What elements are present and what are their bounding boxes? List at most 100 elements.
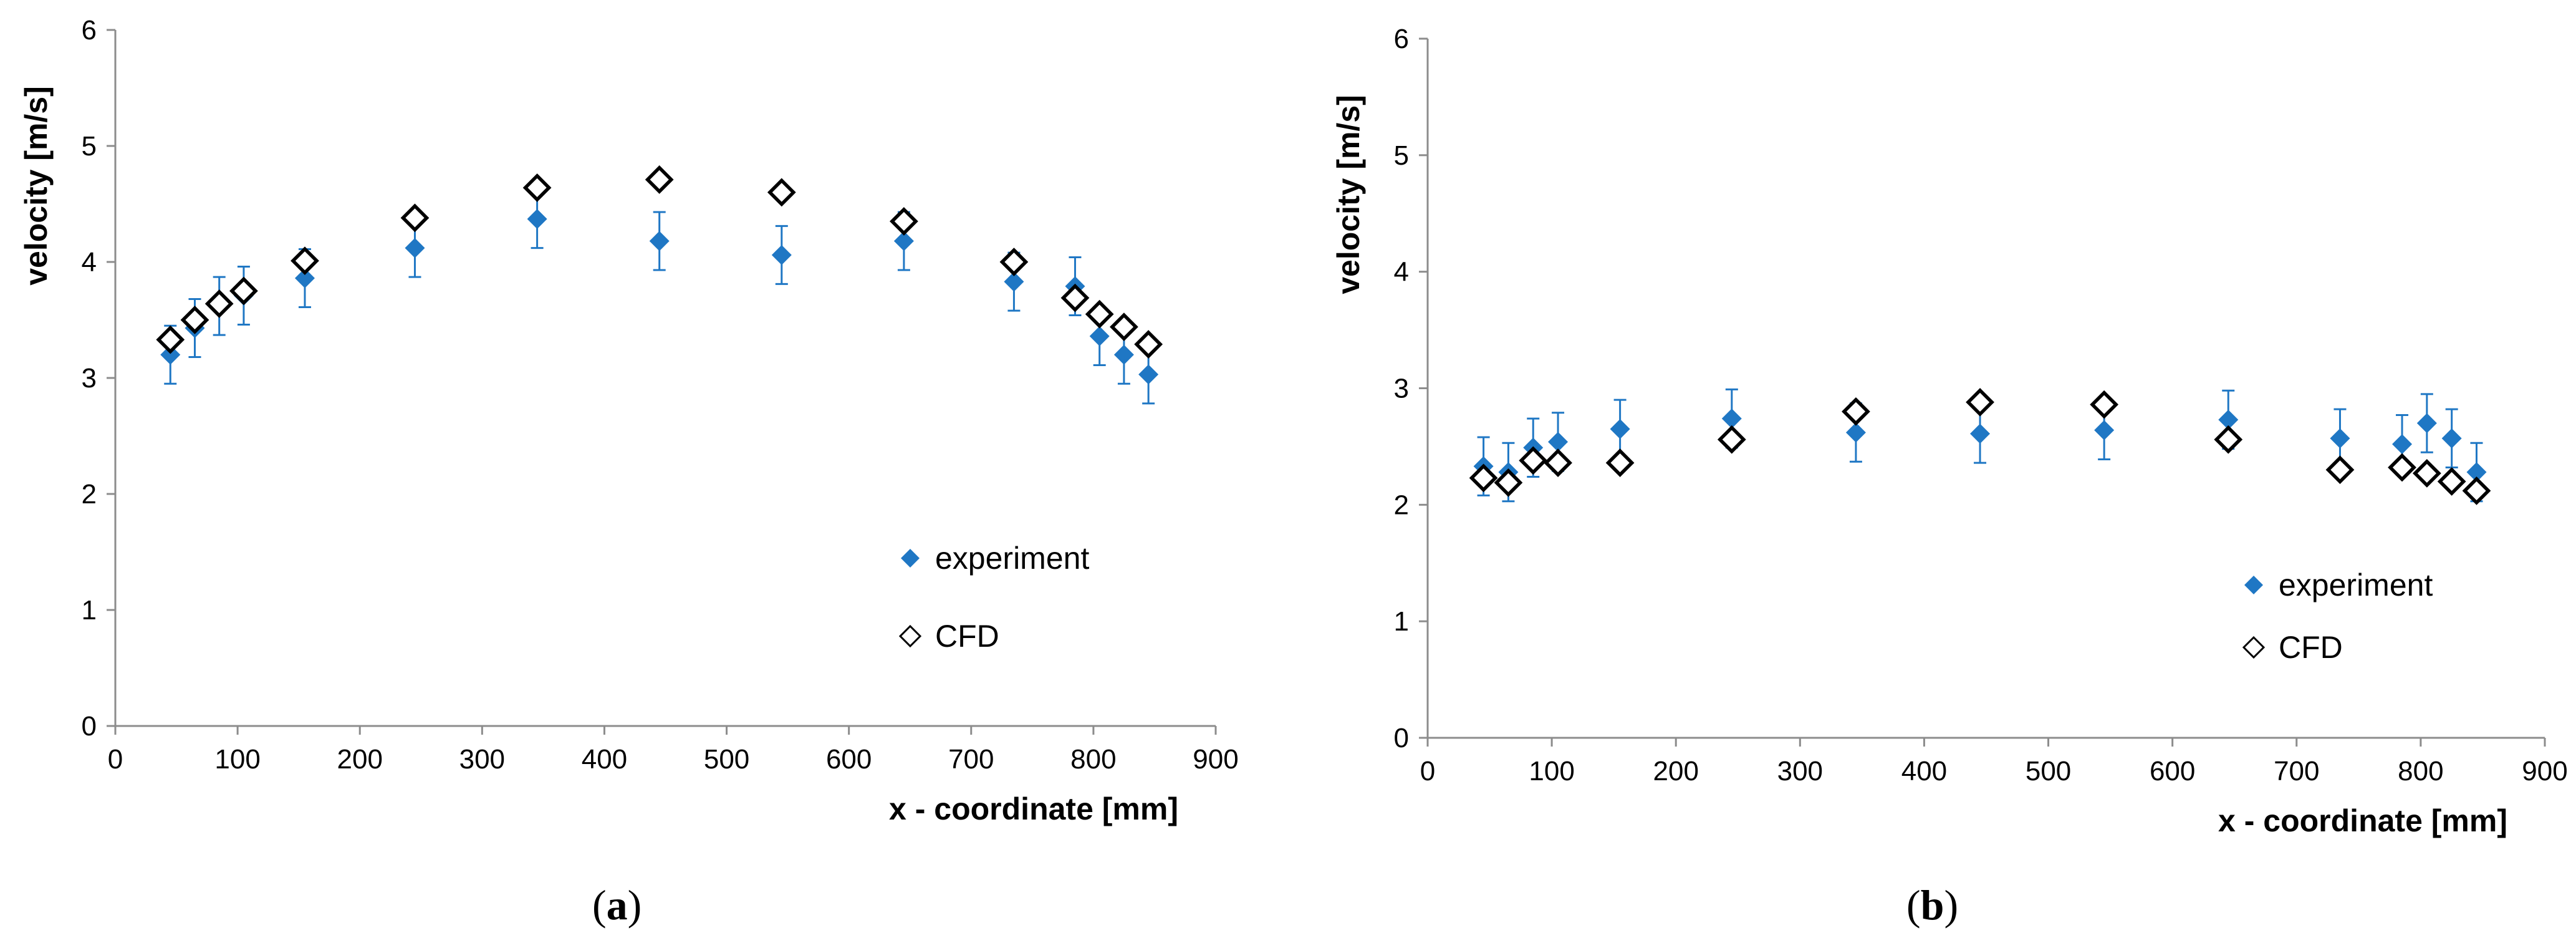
x-tick-label: 800 — [1070, 744, 1116, 775]
cfd-point — [1519, 446, 1548, 475]
experiment-point — [1548, 432, 1569, 452]
y-axis-title: velocity [m/s] — [1331, 95, 1366, 294]
cfd-point — [2090, 390, 2119, 419]
experiment-point — [649, 231, 670, 251]
cfd-point — [767, 178, 796, 207]
experiment-point — [2392, 434, 2413, 455]
y-tick-label: 3 — [1394, 374, 1409, 404]
cfd-point — [1469, 463, 1498, 493]
x-axis-title: x - coordinate [mm] — [2218, 803, 2507, 838]
experiment-point — [771, 244, 792, 265]
y-tick-label: 1 — [1394, 606, 1409, 637]
legend-cfd-marker — [898, 624, 922, 648]
cfd-point — [999, 248, 1029, 276]
experiment-point — [2441, 428, 2462, 448]
x-tick-label: 900 — [1193, 744, 1238, 775]
x-tick-label: 300 — [459, 744, 505, 775]
x-axis-title: x - coordinate [mm] — [889, 791, 1178, 826]
x-tick-label: 800 — [2398, 756, 2443, 786]
panel-label-a: (a) — [592, 881, 642, 929]
cfd-point — [2325, 455, 2355, 485]
x-tick-label: 600 — [2150, 756, 2195, 786]
x-tick-label: 900 — [2522, 756, 2567, 786]
cfd-point — [2412, 458, 2441, 488]
cfd-point — [291, 246, 319, 276]
y-tick-label: 4 — [1394, 257, 1409, 288]
legend-experiment-marker — [2244, 576, 2263, 594]
cfd-point — [2462, 476, 2491, 505]
cfd-point — [1134, 330, 1163, 359]
experiment-point — [294, 268, 315, 289]
cfd-point — [1085, 299, 1114, 329]
legend-cfd-label: CFD — [2279, 630, 2343, 665]
cfd-point — [1494, 468, 1523, 497]
experiment-point — [1610, 418, 1630, 439]
cfd-point — [156, 325, 185, 354]
experiment-point — [893, 231, 914, 251]
cfd-point — [1842, 397, 1870, 426]
experiment-point — [1004, 271, 1024, 292]
experiment-point — [2416, 413, 2437, 433]
y-tick-label: 4 — [82, 247, 97, 278]
x-tick-label: 200 — [337, 744, 383, 775]
cfd-point — [2214, 425, 2243, 454]
x-tick-label: 200 — [1653, 756, 1699, 786]
cfd-point — [2388, 453, 2416, 482]
x-tick-label: 0 — [1420, 756, 1435, 786]
cfd-point — [1060, 283, 1090, 312]
y-tick-label: 5 — [82, 131, 97, 162]
cfd-point — [229, 276, 258, 306]
experiment-point — [1138, 364, 1159, 385]
y-tick-label: 2 — [1394, 490, 1409, 520]
legend-experiment-label: experiment — [2279, 568, 2433, 602]
y-tick-label: 5 — [1394, 140, 1409, 171]
experiment-point — [1089, 326, 1110, 347]
panel-label-b: (b) — [1906, 881, 1959, 929]
cfd-point — [890, 207, 918, 236]
x-tick-label: 500 — [2026, 756, 2071, 786]
legend-cfd-marker — [2242, 636, 2266, 659]
chart-a: 0 1 2 3 4 5 6 0 100 200 300 400 500 600 700 800 900 x - c… — [19, 15, 1239, 826]
x-tick-label: 700 — [2274, 756, 2319, 786]
cfd-point — [400, 203, 430, 233]
cfd-point — [1110, 312, 1138, 342]
experiment-point — [2094, 420, 2115, 440]
cfd-point — [1966, 388, 1994, 417]
experiment-point — [1970, 423, 1991, 444]
experiment-point — [1845, 422, 1866, 443]
legend-experiment-marker — [901, 549, 920, 568]
cfd-point — [1605, 448, 1635, 477]
experiment-point — [2218, 409, 2239, 430]
x-tick-label: 100 — [214, 744, 260, 775]
y-tick-label: 0 — [1394, 723, 1409, 753]
y-tick-label: 0 — [82, 711, 97, 742]
cfd-point — [1544, 448, 1572, 477]
cfd-point — [522, 173, 552, 202]
y-tick-label: 2 — [82, 479, 97, 510]
y-tick-label: 6 — [82, 15, 97, 46]
chart-b: 0 1 2 3 4 5 6 0 100 200 300 400 500 600 700 800 900 x - c… — [1331, 24, 2568, 838]
x-tick-label: 100 — [1529, 756, 1574, 786]
x-tick-label: 300 — [1777, 756, 1823, 786]
experiment-point — [2466, 462, 2487, 483]
legend-cfd-label: CFD — [935, 619, 999, 654]
x-tick-label: 0 — [108, 744, 123, 775]
y-tick-label: 6 — [1394, 24, 1409, 54]
cfd-point — [204, 289, 234, 318]
y-tick-label: 3 — [82, 363, 97, 394]
experiment-point — [1113, 344, 1134, 365]
experiment-point — [2330, 428, 2350, 448]
cfd-point — [645, 165, 674, 194]
x-tick-label: 500 — [704, 744, 749, 775]
x-tick-label: 700 — [948, 744, 994, 775]
experiment-point — [160, 344, 181, 365]
cfd-point — [1717, 425, 1746, 454]
cfd-point — [180, 306, 209, 334]
x-tick-label: 400 — [1901, 756, 1947, 786]
experiment-point — [1721, 409, 1742, 429]
x-tick-label: 400 — [582, 744, 627, 775]
x-tick-label: 600 — [826, 744, 872, 775]
legend-experiment-label: experiment — [935, 541, 1089, 576]
y-tick-label: 1 — [82, 595, 97, 626]
